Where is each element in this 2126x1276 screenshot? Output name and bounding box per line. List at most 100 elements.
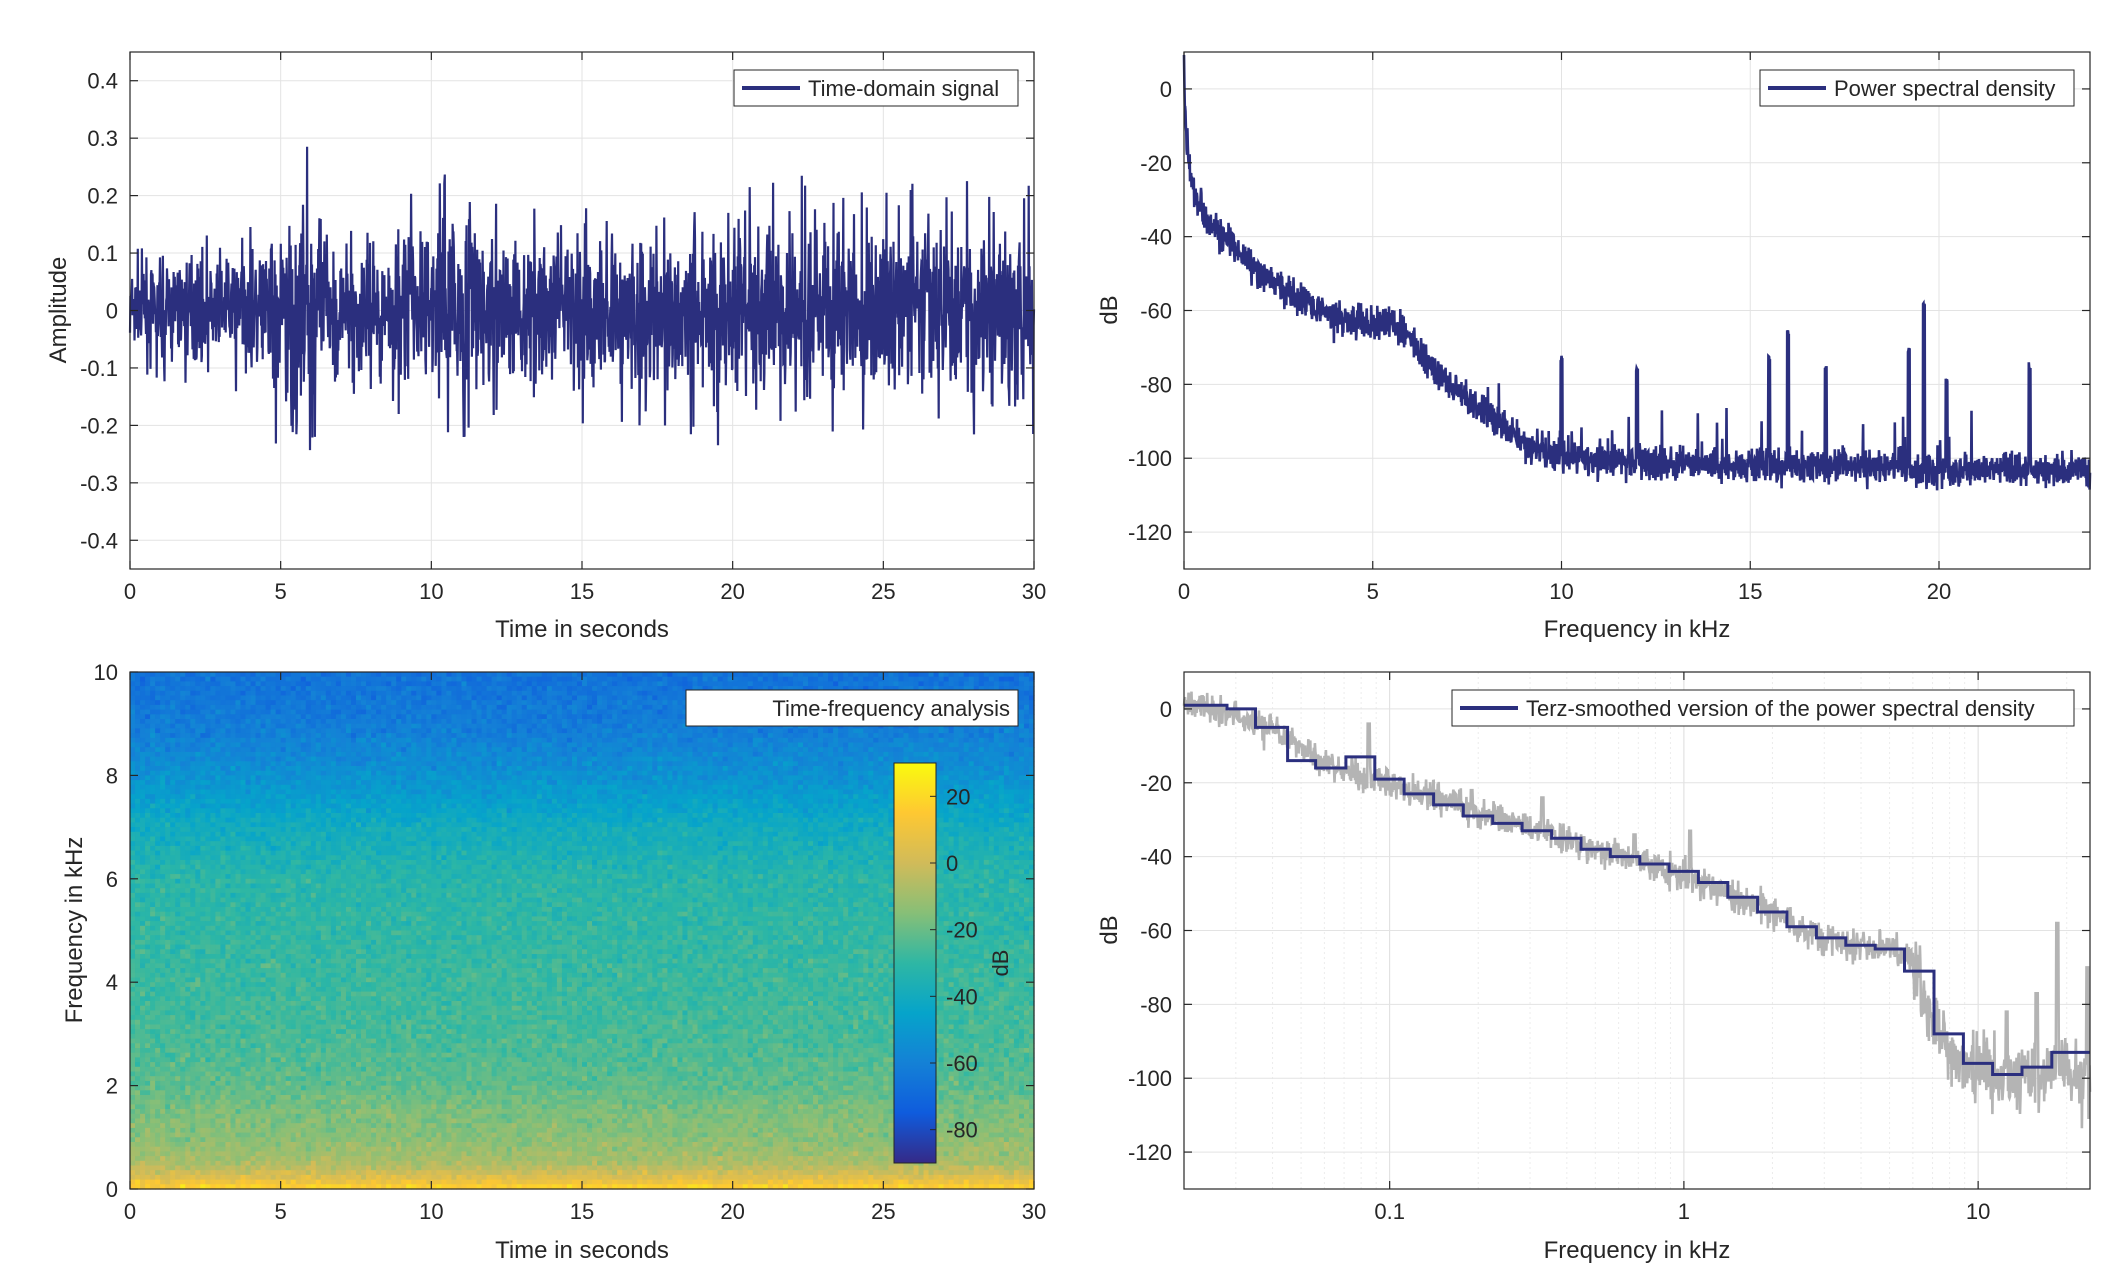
heatmap-cell	[617, 691, 623, 696]
heatmap-cell	[753, 747, 759, 752]
heatmap-cell	[321, 757, 327, 762]
heatmap-cell	[944, 752, 950, 757]
heatmap-cell	[517, 719, 523, 724]
heatmap-cell	[738, 785, 744, 790]
heatmap-cell	[989, 677, 995, 682]
heatmap-cell	[391, 752, 397, 757]
heatmap-cell	[215, 766, 221, 771]
heatmap-cell	[507, 785, 513, 790]
heatmap-cell	[251, 766, 257, 771]
heatmap-cell	[903, 728, 909, 733]
heatmap-cell	[170, 724, 176, 729]
heatmap-cell	[622, 761, 628, 766]
heatmap-cell	[170, 775, 176, 780]
heatmap-cell	[527, 696, 533, 701]
heatmap-cell	[627, 780, 633, 785]
heatmap-cell	[667, 710, 673, 715]
heatmap-cell	[808, 790, 814, 795]
heatmap-cell	[687, 677, 693, 682]
heatmap-cell	[632, 677, 638, 682]
heatmap-cell	[140, 714, 146, 719]
heatmap-cell	[497, 691, 503, 696]
heatmap-cell	[326, 714, 332, 719]
heatmap-cell	[547, 775, 553, 780]
heatmap-cell	[487, 733, 493, 738]
heatmap-cell	[401, 766, 407, 771]
heatmap-cell	[351, 705, 357, 710]
heatmap-cell	[863, 681, 869, 686]
heatmap-cell	[487, 705, 493, 710]
heatmap-cell	[567, 696, 573, 701]
heatmap-cell	[225, 696, 231, 701]
heatmap-cell	[863, 766, 869, 771]
heatmap-cell	[130, 672, 136, 677]
heatmap-cell	[853, 743, 859, 748]
heatmap-cell	[391, 681, 397, 686]
heatmap-cell	[240, 771, 246, 776]
heatmap-cell	[356, 780, 362, 785]
heatmap-cell	[446, 686, 452, 691]
heatmap-cell	[698, 771, 704, 776]
heatmap-cell	[843, 752, 849, 757]
heatmap-cell	[195, 752, 201, 757]
heatmap-cell	[346, 761, 352, 766]
heatmap-cell	[682, 761, 688, 766]
heatmap-cell	[1019, 752, 1025, 757]
heatmap-cell	[185, 696, 191, 701]
heatmap-cell	[532, 733, 538, 738]
heatmap-cell	[728, 747, 734, 752]
heatmap-cell	[818, 677, 824, 682]
heatmap-cell	[351, 724, 357, 729]
heatmap-cell	[708, 790, 714, 795]
heatmap-cell	[326, 780, 332, 785]
heatmap-cell	[687, 743, 693, 748]
heatmap-cell	[632, 681, 638, 686]
heatmap-cell	[602, 705, 608, 710]
heatmap-cell	[210, 761, 216, 766]
heatmap-cell	[497, 738, 503, 743]
heatmap-cell	[818, 738, 824, 743]
heatmap-cell	[170, 766, 176, 771]
heatmap-cell	[336, 724, 342, 729]
heatmap-cell	[256, 719, 262, 724]
heatmap-cell	[863, 738, 869, 743]
heatmap-cell	[713, 761, 719, 766]
heatmap-cell	[903, 733, 909, 738]
heatmap-cell	[833, 780, 839, 785]
heatmap-cell	[200, 714, 206, 719]
heatmap-cell	[602, 696, 608, 701]
heatmap-cell	[482, 714, 488, 719]
heatmap-cell	[246, 738, 252, 743]
heatmap-cell	[256, 761, 262, 766]
heatmap-cell	[572, 681, 578, 686]
heatmap-cell	[632, 790, 638, 795]
heatmap-cell	[828, 681, 834, 686]
heatmap-cell	[256, 738, 262, 743]
heatmap-cell	[913, 757, 919, 762]
heatmap-cell	[130, 696, 136, 701]
heatmap-cell	[758, 785, 764, 790]
heatmap-cell	[266, 677, 272, 682]
heatmap-cell	[662, 757, 668, 762]
heatmap-cell	[828, 766, 834, 771]
heatmap-cell	[994, 747, 1000, 752]
heatmap-cell	[306, 686, 312, 691]
heatmap-cell	[461, 714, 467, 719]
heatmap-cell	[411, 780, 417, 785]
heatmap-cell	[607, 771, 613, 776]
heatmap-cell	[657, 785, 663, 790]
heatmap-cell	[979, 677, 985, 682]
heatmap-cell	[753, 785, 759, 790]
heatmap-cell	[266, 686, 272, 691]
heatmap-cell	[537, 705, 543, 710]
heatmap-cell	[592, 761, 598, 766]
heatmap-cell	[607, 775, 613, 780]
heatmap-cell	[376, 719, 382, 724]
heatmap-cell	[994, 733, 1000, 738]
heatmap-cell	[341, 724, 347, 729]
heatmap-cell	[311, 710, 317, 715]
heatmap-cell	[301, 775, 307, 780]
heatmap-cell	[582, 766, 588, 771]
heatmap-cell	[964, 681, 970, 686]
heatmap-cell	[351, 696, 357, 701]
